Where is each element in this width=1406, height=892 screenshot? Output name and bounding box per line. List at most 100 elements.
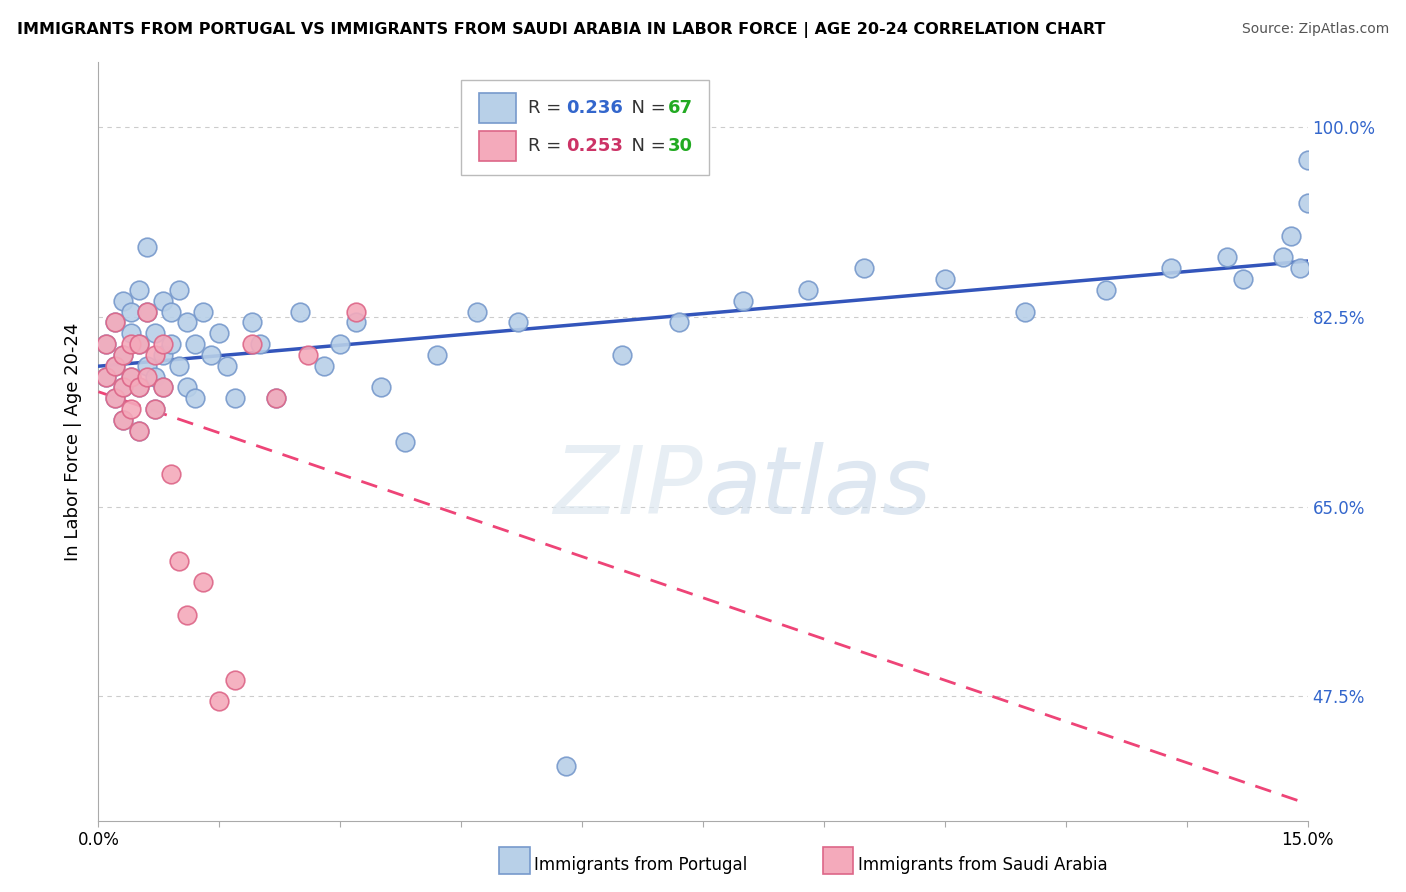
Point xyxy=(264,391,287,405)
Point xyxy=(344,315,367,329)
Point xyxy=(200,348,222,362)
Bar xyxy=(479,130,516,161)
Point xyxy=(555,759,578,773)
Point xyxy=(143,326,166,341)
Point xyxy=(1296,153,1319,167)
Point xyxy=(143,402,166,417)
Point xyxy=(344,304,367,318)
Point xyxy=(176,607,198,622)
Point xyxy=(1272,251,1295,265)
Point xyxy=(167,359,190,373)
Point xyxy=(103,359,125,373)
Point xyxy=(208,326,231,341)
Point xyxy=(167,554,190,568)
Point xyxy=(152,348,174,362)
Point xyxy=(120,326,142,341)
Text: R =: R = xyxy=(527,99,567,117)
Text: Immigrants from Saudi Arabia: Immigrants from Saudi Arabia xyxy=(858,856,1108,874)
Text: 0.253: 0.253 xyxy=(567,136,623,155)
Point xyxy=(111,413,134,427)
Text: R =: R = xyxy=(527,136,567,155)
Point xyxy=(329,337,352,351)
Point xyxy=(184,337,207,351)
Point xyxy=(934,272,956,286)
Point xyxy=(96,369,118,384)
Point xyxy=(160,337,183,351)
Point xyxy=(111,293,134,308)
Point xyxy=(167,283,190,297)
Point xyxy=(176,315,198,329)
Point xyxy=(733,293,755,308)
Point xyxy=(224,391,246,405)
Point xyxy=(135,359,157,373)
Text: IMMIGRANTS FROM PORTUGAL VS IMMIGRANTS FROM SAUDI ARABIA IN LABOR FORCE | AGE 20: IMMIGRANTS FROM PORTUGAL VS IMMIGRANTS F… xyxy=(17,22,1105,38)
Point xyxy=(111,413,134,427)
Point xyxy=(135,304,157,318)
Point xyxy=(1296,196,1319,211)
Point xyxy=(394,434,416,449)
Text: atlas: atlas xyxy=(703,442,931,533)
Point xyxy=(240,337,263,351)
Point xyxy=(797,283,820,297)
Point xyxy=(135,369,157,384)
Point xyxy=(128,380,150,394)
Point xyxy=(426,348,449,362)
Text: N =: N = xyxy=(620,99,671,117)
Point xyxy=(1232,272,1254,286)
Point xyxy=(249,337,271,351)
Bar xyxy=(479,93,516,123)
Point xyxy=(128,283,150,297)
Point xyxy=(143,402,166,417)
Point xyxy=(264,391,287,405)
Point xyxy=(96,337,118,351)
Point xyxy=(668,315,690,329)
Point xyxy=(1014,304,1036,318)
Point xyxy=(103,391,125,405)
Point xyxy=(152,293,174,308)
Point xyxy=(160,304,183,318)
Point xyxy=(1095,283,1118,297)
Point xyxy=(152,337,174,351)
Text: ZIP: ZIP xyxy=(554,442,703,533)
Point xyxy=(111,348,134,362)
Text: 0.236: 0.236 xyxy=(567,99,623,117)
Point xyxy=(1216,251,1239,265)
Point xyxy=(120,337,142,351)
Point xyxy=(193,304,215,318)
Point xyxy=(853,261,876,276)
Point xyxy=(111,380,134,394)
Point xyxy=(120,402,142,417)
Point xyxy=(135,239,157,253)
Point xyxy=(224,673,246,687)
Text: N =: N = xyxy=(620,136,671,155)
Point xyxy=(120,369,142,384)
Text: Immigrants from Portugal: Immigrants from Portugal xyxy=(534,856,748,874)
Point xyxy=(506,315,529,329)
Point xyxy=(120,304,142,318)
Point xyxy=(143,348,166,362)
Point xyxy=(111,348,134,362)
Point xyxy=(103,359,125,373)
Point xyxy=(1288,261,1310,276)
Point xyxy=(193,575,215,590)
Text: 30: 30 xyxy=(668,136,693,155)
Point xyxy=(135,304,157,318)
Point xyxy=(465,304,488,318)
Point xyxy=(370,380,392,394)
Point xyxy=(160,467,183,481)
Text: Source: ZipAtlas.com: Source: ZipAtlas.com xyxy=(1241,22,1389,37)
Point xyxy=(152,380,174,394)
Point xyxy=(96,337,118,351)
Point xyxy=(240,315,263,329)
Point xyxy=(1160,261,1182,276)
Point xyxy=(1281,228,1303,243)
Point xyxy=(314,359,336,373)
Point xyxy=(217,359,239,373)
Point xyxy=(184,391,207,405)
Point xyxy=(103,315,125,329)
FancyBboxPatch shape xyxy=(461,80,709,175)
Point xyxy=(120,369,142,384)
Point xyxy=(96,369,118,384)
Text: 67: 67 xyxy=(668,99,693,117)
Point xyxy=(128,424,150,438)
